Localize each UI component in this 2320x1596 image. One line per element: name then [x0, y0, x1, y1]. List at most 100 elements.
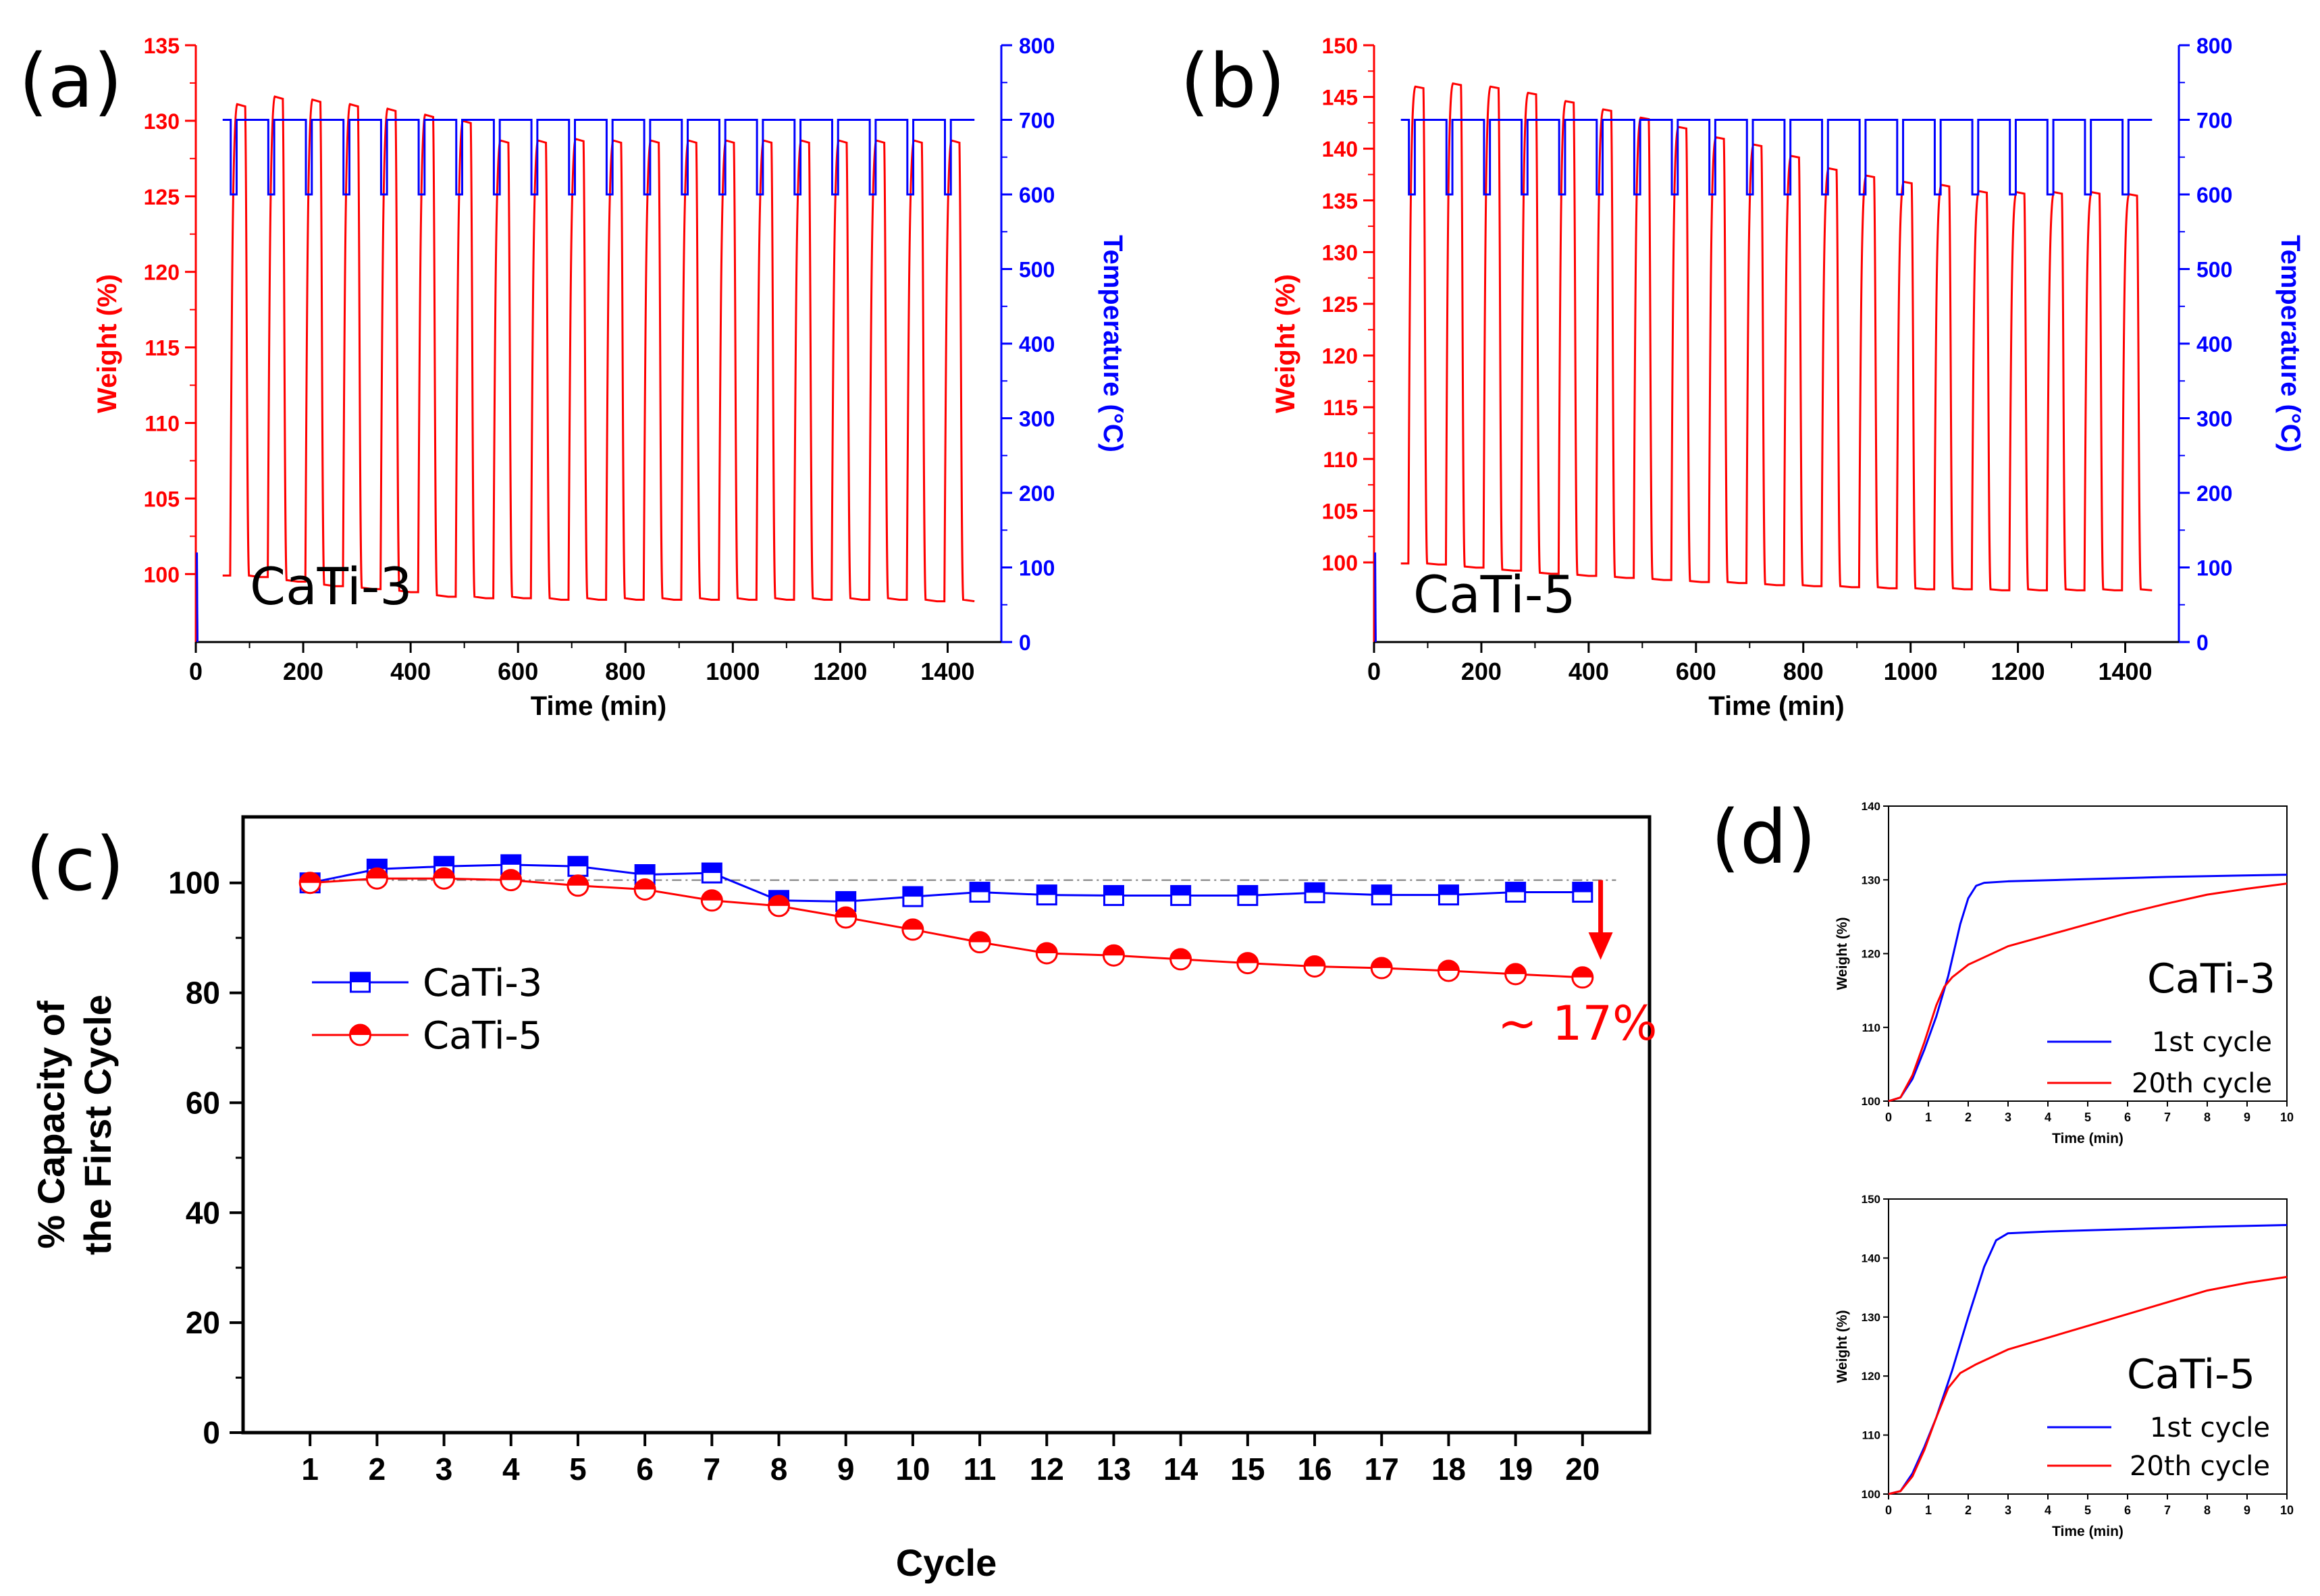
y2-tick-label: 800	[1019, 34, 1055, 58]
x-tick-label: 3	[2005, 1111, 2011, 1124]
series-cati3-line	[309, 863, 1583, 903]
x-tick-label: 4	[2045, 1504, 2051, 1517]
x-tick-label: 13	[1097, 1452, 1131, 1487]
series-1st-cycle-line	[1888, 874, 2288, 1102]
x-tick-label: 7	[2164, 1504, 2171, 1517]
series-cati5-marker-fill	[1572, 967, 1593, 978]
x-tick-label: 8	[2204, 1504, 2211, 1517]
temperature-series-line	[1400, 119, 2153, 196]
legend-cati5-label: CaTi-5	[423, 1014, 542, 1058]
series-cati3-marker-fill	[1573, 882, 1592, 893]
y2-tick-label: 600	[2196, 183, 2232, 207]
x-tick-label: 1000	[706, 658, 760, 685]
y-tick-label: 150	[1862, 1193, 1880, 1206]
y2-tick-label: 500	[2196, 258, 2232, 282]
series-cati5-marker-fill	[1036, 942, 1057, 953]
legend-20th-cycle-label: 20th cycle	[2130, 1451, 2270, 1482]
y-tick-label: 150	[1322, 34, 1358, 58]
legend-20th-cycle-label: 20th cycle	[2132, 1068, 2272, 1099]
series-cati5-marker-fill	[635, 879, 656, 890]
x-tick-label: 1000	[1884, 658, 1938, 685]
y-tick-label: 110	[1862, 1021, 1880, 1034]
x-tick-label: 14	[1163, 1452, 1198, 1487]
y-tick-label: 125	[144, 185, 180, 209]
x-tick-label: 4	[2045, 1111, 2051, 1124]
x-tick-label: 18	[1431, 1452, 1466, 1487]
series-cati3-marker-fill	[635, 865, 655, 875]
series-20th-cycle-line	[1888, 882, 2288, 1102]
y2-tick-label: 400	[1019, 332, 1055, 356]
legend-1st-cycle-label: 1st cycle	[2152, 1027, 2272, 1058]
panel-label-b: (b)	[1180, 38, 1286, 124]
y-axis-title-line1: % Capacity of	[30, 1001, 72, 1249]
y-tick-label: 40	[186, 1195, 220, 1230]
series-cati3-marker-fill	[1506, 882, 1525, 893]
x-tick-label: 3	[436, 1452, 453, 1487]
x-tick-label: 20	[1565, 1452, 1600, 1487]
x-tick-label: 0	[189, 658, 203, 685]
y-tick-label: 20	[186, 1305, 220, 1340]
y-tick-label: 100	[144, 562, 180, 587]
x-axis-title: Time (min)	[2052, 1524, 2124, 1539]
series-cati5-marker-fill	[1304, 956, 1325, 967]
series-cati5-marker-fill	[970, 932, 991, 942]
y-tick-label: 120	[1322, 344, 1358, 369]
y2-tick-label: 100	[2196, 556, 2232, 581]
x-tick-label: 1	[1925, 1504, 1932, 1517]
weight-series-line	[1400, 82, 2153, 591]
x-tick-label: 1	[301, 1452, 319, 1487]
series-cati5-marker-fill	[567, 875, 588, 886]
legend-1st-cycle-label: 1st cycle	[2150, 1412, 2270, 1443]
series-cati3-marker-fill	[501, 855, 521, 865]
x-tick-label: 400	[1568, 658, 1609, 685]
x-axis-title: Time (min)	[531, 691, 667, 721]
y2-tick-label: 600	[1019, 183, 1055, 207]
temperature-series-line	[222, 119, 975, 196]
y-axis-title-line2: the First Cycle	[76, 994, 119, 1255]
y2-tick-label: 400	[2196, 332, 2232, 356]
x-tick-label: 9	[837, 1452, 855, 1487]
x-tick-label: 16	[1297, 1452, 1332, 1487]
x-tick-label: 2	[1965, 1504, 1972, 1517]
y-tick-label: 0	[203, 1415, 220, 1450]
y-tick-label: 100	[168, 866, 220, 901]
y-tick-label: 140	[1862, 800, 1880, 813]
chart-d2-cati5-cycle-compare: 0 1 2 3 4 5 6 7 8 9 10 100 110 120 130 140 150 Time (min)…	[1835, 1193, 2294, 1539]
series-cati3-marker-fill	[702, 863, 722, 874]
y-tick-label: 130	[1862, 1311, 1880, 1324]
x-tick-label: 200	[1461, 658, 1502, 685]
x-tick-label: 1400	[2098, 658, 2152, 685]
x-tick-label: 1200	[813, 658, 867, 685]
y-tick-label: 130	[1862, 874, 1880, 886]
y-axis-title: Weight (%)	[93, 274, 122, 413]
y-tick-label: 145	[1322, 86, 1358, 110]
y-tick-label: 105	[144, 487, 180, 511]
x-tick-label: 10	[895, 1452, 930, 1487]
x-tick-label: 800	[1783, 658, 1824, 685]
y2-tick-label: 700	[1019, 109, 1055, 133]
x-tick-label: 5	[2084, 1504, 2091, 1517]
y-axis-title: Weight (%)	[1835, 1310, 1850, 1383]
series-cati3-marker-fill	[434, 857, 454, 867]
y-axis-title: Weight (%)	[1271, 274, 1300, 413]
chart-d1-cati3-cycle-compare: 0 1 2 3 4 5 6 7 8 9 10 100 110 120 130 140 Time (min) Wei…	[1835, 800, 2294, 1146]
y-axis-title: Weight (%)	[1835, 917, 1850, 990]
x-tick-label: 1400	[920, 658, 974, 685]
x-tick-label: 1200	[1991, 658, 2045, 685]
x-tick-label: 1	[1925, 1111, 1932, 1124]
x-axis-title: Time (min)	[2052, 1131, 2124, 1146]
y-tick-label: 110	[1862, 1429, 1880, 1442]
y-tick-label: 140	[1322, 137, 1358, 161]
panel-label-c: (c)	[26, 821, 124, 907]
weight-series-line	[222, 95, 975, 603]
y-tick-label: 130	[1322, 240, 1358, 265]
series-cati5-marker-fill	[1371, 957, 1392, 968]
series-1st-cycle-line	[1888, 1223, 2288, 1495]
y2-tick-label: 300	[1019, 407, 1055, 431]
chart-c-capacity: 1 2 3 4 5 6 7 8 9 10 11 12 13 14 15 16 17 18 19 20020406080…	[30, 815, 1652, 1584]
x-tick-label: 6	[636, 1452, 654, 1487]
x-tick-label: 7	[704, 1452, 721, 1487]
temperature-start-segment	[196, 552, 199, 643]
y2-tick-label: 700	[2196, 109, 2232, 133]
